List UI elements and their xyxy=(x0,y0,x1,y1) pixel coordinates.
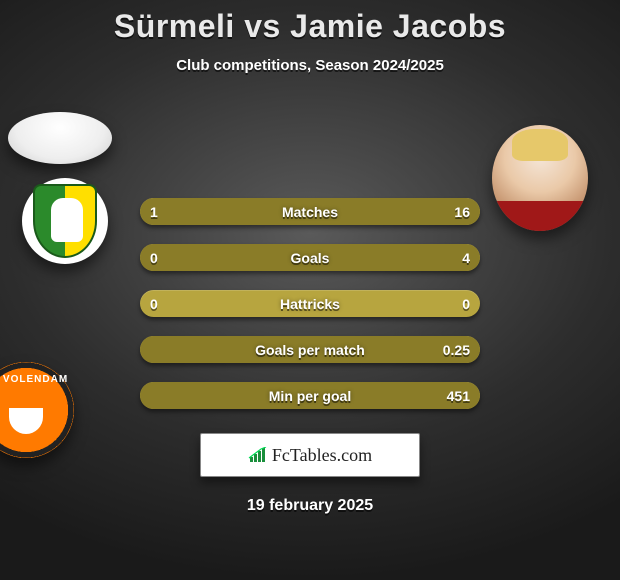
date-label: 19 february 2025 xyxy=(0,497,620,515)
stat-label: Matches xyxy=(140,198,480,225)
stat-bar: Min per goal451 xyxy=(140,382,480,409)
stat-value-right: 0.25 xyxy=(443,336,470,363)
stat-value-right: 451 xyxy=(447,382,470,409)
player-avatar-left xyxy=(8,112,112,164)
club-badge-right: FC VOLENDAM xyxy=(0,362,74,458)
stat-bar: Hattricks0 0 xyxy=(140,290,480,317)
stat-value-left: 1 xyxy=(150,198,158,225)
chart-icon xyxy=(248,447,268,463)
source-logo-box: FcTables.com xyxy=(200,433,420,477)
stat-bar: Matches1 16 xyxy=(140,198,480,225)
stat-value-right: 16 xyxy=(454,198,470,225)
subtitle: Club competitions, Season 2024/2025 xyxy=(0,57,620,74)
stat-bar: Goals0 4 xyxy=(140,244,480,271)
stat-value-right: 4 xyxy=(462,244,470,271)
player-avatar-right xyxy=(492,125,588,231)
stat-bar: Goals per match0.25 xyxy=(140,336,480,363)
club-badge-left xyxy=(22,178,108,264)
page-title: Sürmeli vs Jamie Jacobs xyxy=(0,8,620,45)
stat-label: Min per goal xyxy=(140,382,480,409)
stat-value-left: 0 xyxy=(150,244,158,271)
stat-bars: Matches116Goals04Hattricks00Goals per ma… xyxy=(140,198,480,409)
stat-label: Goals xyxy=(140,244,480,271)
comparison-card: Sürmeli vs Jamie Jacobs Club competition… xyxy=(0,0,620,515)
stat-value-left: 0 xyxy=(150,290,158,317)
stat-label: Hattricks xyxy=(140,290,480,317)
stat-value-right: 0 xyxy=(462,290,470,317)
source-logo-text: FcTables.com xyxy=(272,445,372,466)
club-badge-right-label: FC VOLENDAM xyxy=(0,374,68,385)
club-badge-left-shield xyxy=(33,184,97,258)
stat-label: Goals per match xyxy=(140,336,480,363)
